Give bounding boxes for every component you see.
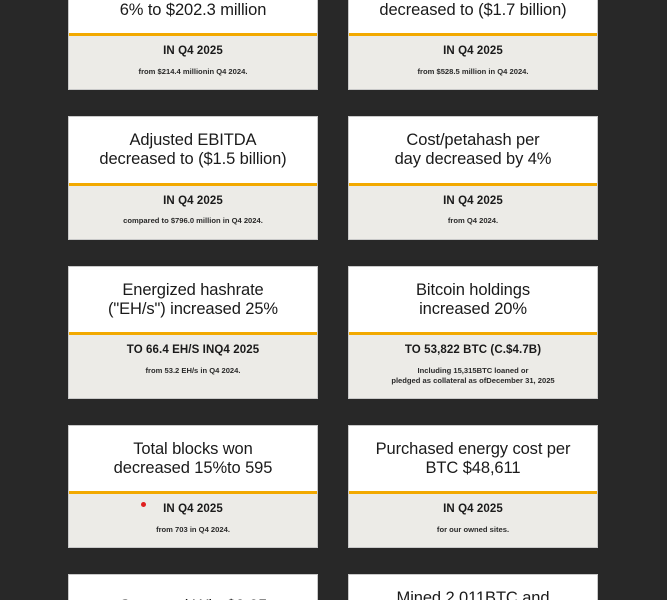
accent-divider <box>69 331 317 335</box>
metric-period-label: TO 53,822 BTC (C.$4.7B) <box>404 343 542 356</box>
metric-detail-note: from $214.4 millionin Q4 2024. <box>138 67 248 77</box>
metric-period-label: TO 66.4 EH/S INQ4 2025 <box>126 343 260 356</box>
metric-card-footer: TO 53,822 BTC (C.$4.7B) Including 15,315B… <box>349 334 597 399</box>
metric-detail-note: from $528.5 million in Q4 2024. <box>417 67 529 77</box>
accent-divider <box>349 182 597 186</box>
metric-card-footer: IN Q4 2025 for our owned sites. <box>349 494 597 548</box>
metric-headline: Bitcoin holdings increased 20% <box>416 280 530 318</box>
metric-period-label: IN Q4 2025 <box>443 503 503 516</box>
metric-detail-note: compared to $796.0 million in Q4 2024. <box>123 216 263 226</box>
metric-detail-note: from Q4 2024. <box>447 216 499 226</box>
metric-detail-note: from 53.2 EH/s in Q4 2024. <box>145 365 241 375</box>
metric-period-label: IN Q4 2025 <box>163 45 223 58</box>
metric-period-label: IN Q4 2025 <box>163 503 223 516</box>
metric-card-energized-hashrate: Energized hashrate ("EH/s") increased 25… <box>68 265 318 400</box>
accent-divider <box>349 331 597 335</box>
metric-card-cost-per-kwh: Cost per kWh: $0.05FOR Q4 2025. <box>68 574 318 600</box>
metric-headline: Cost per kWh: $0.05 <box>119 597 268 600</box>
metric-headline: Revenues decreased 6% to $202.3 million <box>119 1 267 20</box>
accent-divider <box>349 491 597 495</box>
metric-detail-note: for our owned sites. <box>436 525 510 535</box>
metric-card-headline-area: Cost per kWh: $0.05 <box>69 575 317 600</box>
accent-divider <box>69 491 317 495</box>
metric-card-cost-per-petahash: Cost/petahash per day decreased by 4% IN … <box>348 116 598 240</box>
metric-card-footer: IN Q4 2025 from $214.4 millionin Q4 2024. <box>69 36 317 90</box>
metric-headline: Total blocks won decreased 15%to 595 <box>113 440 273 478</box>
metric-headline: Net income (loss) decreased to ($1.7 bil… <box>379 1 567 20</box>
metric-headline: Mined 2,011BTC and purchased 1,670 BTC <box>396 589 550 600</box>
red-dot-marker-icon <box>141 502 146 508</box>
metric-detail-note: from 703 in Q4 2024. <box>156 525 230 535</box>
metric-card-footer: IN Q4 2025 compared to $796.0 million in … <box>69 185 317 239</box>
metric-card-headline-area: Cost/petahash per day decreased by 4% <box>349 117 597 183</box>
metric-card-total-blocks-won: Total blocks won decreased 15%to 595 IN Q… <box>68 425 318 549</box>
metric-card-revenues: Revenues decreased 6% to $202.3 million I… <box>68 0 318 91</box>
metric-card-footer: IN Q4 2025 from Q4 2024. <box>349 185 597 239</box>
accent-divider <box>69 182 317 186</box>
metric-headline: Energized hashrate ("EH/s") increased 25… <box>108 280 278 318</box>
metric-card-headline-area: Total blocks won decreased 15%to 595 <box>69 426 317 492</box>
metric-card-headline-area: Bitcoin holdings increased 20% <box>349 266 597 332</box>
metric-card-net-income: Net income (loss) decreased to ($1.7 bil… <box>348 0 598 91</box>
metric-card-headline-area: Revenues decreased 6% to $202.3 million <box>69 0 317 34</box>
metric-card-headline-area: Mined 2,011BTC and purchased 1,670 BTC <box>349 575 597 600</box>
metric-card-grid: Revenues decreased 6% to $202.3 million I… <box>68 0 598 600</box>
accent-divider <box>349 33 597 37</box>
metric-card-adjusted-ebitda: Adjusted EBITDA decreased to ($1.5 billi… <box>68 116 318 240</box>
metric-card-purchased-energy-cost: Purchased energy cost per BTC $48,611 IN … <box>348 425 598 549</box>
metric-headline: Cost/petahash per day decreased by 4% <box>394 131 552 169</box>
metric-card-headline-area: Purchased energy cost per BTC $48,611 <box>349 426 597 492</box>
metric-card-headline-area: Net income (loss) decreased to ($1.7 bil… <box>349 0 597 34</box>
metric-card-headline-area: Adjusted EBITDA decreased to ($1.5 billi… <box>69 117 317 183</box>
metric-card-bitcoin-holdings: Bitcoin holdings increased 20% TO 53,822 … <box>348 265 598 400</box>
metric-card-footer: IN Q4 2025 from 703 in Q4 2024. <box>69 494 317 548</box>
metric-card-footer: TO 66.4 EH/S INQ4 2025 from 53.2 EH/s in … <box>69 334 317 399</box>
metric-card-mined-purchased-btc: Mined 2,011BTC and purchased 1,670 BTCIN… <box>348 574 598 600</box>
metric-headline: Purchased energy cost per BTC $48,611 <box>375 440 571 478</box>
metric-period-label: IN Q4 2025 <box>163 194 223 207</box>
metric-headline: Adjusted EBITDA decreased to ($1.5 billi… <box>99 131 287 169</box>
metric-detail-note: Including 15,315BTC loaned or pledged as… <box>391 365 555 385</box>
accent-divider <box>69 33 317 37</box>
metric-card-headline-area: Energized hashrate ("EH/s") increased 25… <box>69 266 317 332</box>
metric-period-label: IN Q4 2025 <box>443 45 503 58</box>
metric-period-label: IN Q4 2025 <box>443 194 503 207</box>
metric-card-footer: IN Q4 2025 from $528.5 million in Q4 2024… <box>349 36 597 90</box>
